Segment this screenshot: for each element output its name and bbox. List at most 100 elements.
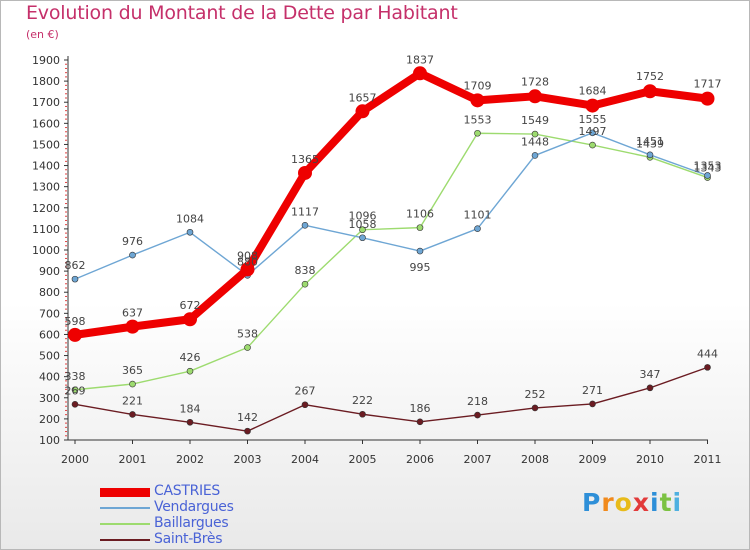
x-tick-label: 2007 [464,453,492,466]
data-label: 267 [295,385,316,398]
logo-letter: r [601,488,615,517]
data-label: 1837 [406,53,434,66]
x-tick-label: 2001 [119,453,147,466]
data-point [129,411,136,418]
data-label: 862 [65,259,86,272]
data-label: 218 [467,395,488,408]
data-point [704,364,711,371]
data-point [416,418,424,426]
proxiti-logo: Proxiti [582,488,682,517]
data-label: 1058 [349,218,377,231]
data-label: 1439 [636,137,664,150]
data-point [240,262,255,277]
data-point [244,427,251,435]
data-point [71,401,79,408]
series-line [71,69,712,339]
y-tick-label: 300 [39,392,60,405]
series-line [74,132,709,280]
data-label: 426 [180,351,201,364]
data-point [359,234,366,242]
x-tick-label: 2009 [579,453,607,466]
data-label: 444 [697,347,718,360]
data-point [474,225,481,232]
legend-label: Baillargues [154,515,229,531]
data-point [646,151,654,159]
x-tick-label: 2006 [406,453,434,466]
data-label: 142 [237,411,258,424]
x-tick-label: 2011 [694,453,722,466]
data-label: 1365 [291,153,319,166]
data-label: 269 [65,384,86,397]
logo-letter: i [650,488,660,517]
legend-item: Baillargues [100,515,300,532]
data-point [125,319,140,334]
data-point [646,384,654,392]
data-point [413,66,427,81]
y-tick-label: 800 [39,286,60,299]
data-point [643,84,657,99]
data-label: 1343 [694,162,722,175]
data-point [129,251,136,259]
logo-letter: t [659,488,673,517]
y-tick-label: 1700 [32,96,60,109]
data-point [68,327,82,342]
logo-letter: P [582,488,602,517]
data-point [589,400,596,408]
data-point [186,228,194,236]
legend-item: CASTRIES [100,483,300,500]
y-tick-label: 1900 [32,54,60,67]
x-tick-label: 2004 [291,453,319,466]
data-point [589,141,596,149]
legend-swatch [100,507,150,509]
legend-swatch [100,523,150,525]
data-label: 1497 [579,125,607,138]
data-label: 1684 [579,85,607,98]
data-point [585,98,600,113]
data-point [71,386,79,394]
data-point [416,247,424,255]
x-tick-label: 2000 [61,453,89,466]
data-point [531,130,539,138]
chart-subtitle: (en €) [26,28,59,41]
data-point [129,380,136,388]
data-point [416,224,424,231]
data-point [470,93,485,108]
data-label: 1549 [521,114,549,127]
data-point [531,152,539,159]
data-label: 838 [295,264,316,277]
data-label: 1752 [636,70,664,83]
data-point [301,280,309,288]
y-tick-label: 1300 [32,181,60,194]
data-label: 1717 [694,78,722,91]
y-tick-label: 1400 [32,160,60,173]
series-line [74,366,709,432]
data-point [186,367,194,375]
data-label: 908 [237,249,258,262]
data-label: 672 [180,299,201,312]
data-point [244,344,251,351]
y-tick-label: 1800 [32,75,60,88]
data-point [704,172,711,179]
data-point [355,104,370,119]
data-label: 1084 [176,212,204,225]
data-label: 186 [410,402,431,415]
data-label: 221 [122,394,143,407]
data-label: 1709 [464,79,492,92]
data-label: 1657 [349,91,377,104]
data-point [700,91,715,106]
data-point [589,129,596,137]
y-tick-label: 200 [39,413,60,426]
legend-swatch [100,487,150,497]
data-label: 338 [65,370,86,383]
data-point [186,418,194,426]
data-point [359,410,366,418]
y-tick-label: 700 [39,307,60,320]
data-label: 1448 [521,135,549,148]
data-point [474,411,481,419]
y-tick-label: 100 [39,434,60,447]
data-label: 1353 [694,159,722,172]
data-label: 271 [582,384,603,397]
data-label: 365 [122,364,143,377]
data-label: 880 [237,255,258,268]
